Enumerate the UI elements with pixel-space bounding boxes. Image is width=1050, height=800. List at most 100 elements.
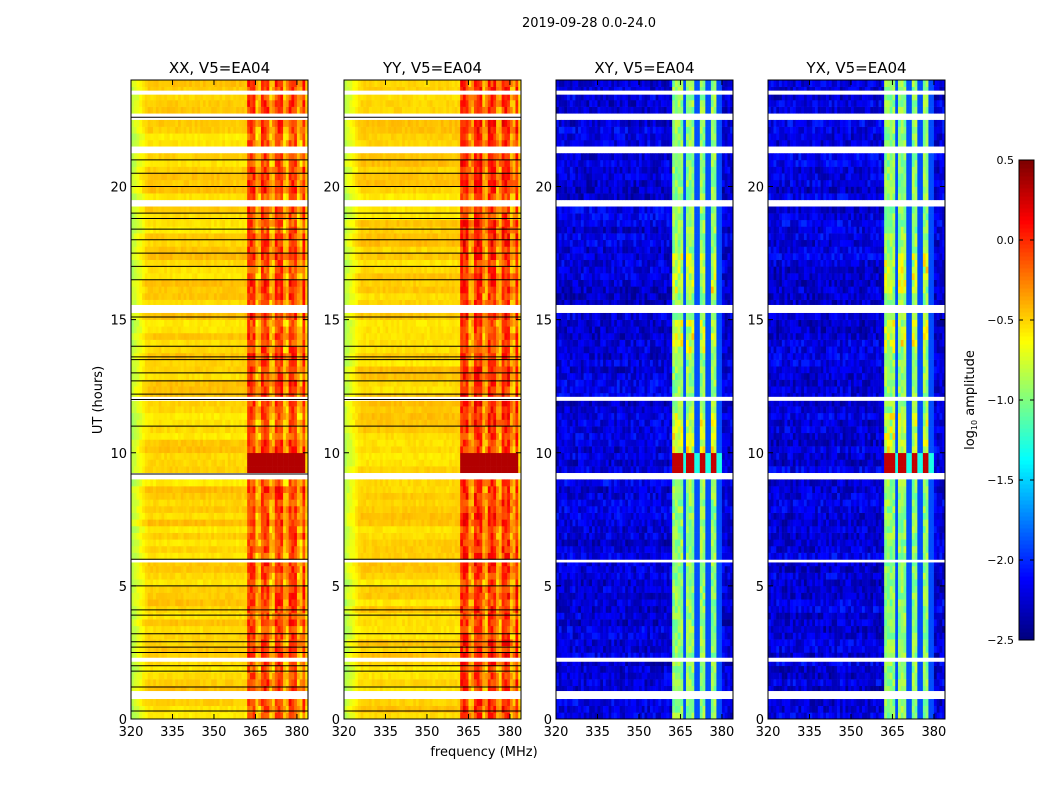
- heatmap-cell: [136, 426, 140, 434]
- heatmap-cell: [260, 366, 265, 374]
- heatmap-cell: [216, 532, 220, 540]
- heatmap-cell: [131, 366, 135, 374]
- heatmap-cell: [164, 552, 168, 560]
- heatmap-cell: [219, 525, 223, 533]
- heatmap-cell: [258, 366, 262, 374]
- heatmap-cell: [272, 179, 276, 187]
- heatmap-cell: [283, 519, 287, 527]
- heatmap-cell: [164, 419, 168, 427]
- heatmap-cell: [299, 332, 303, 340]
- heatmap-cell: [139, 592, 143, 600]
- heatmap-cell: [213, 672, 218, 680]
- heatmap-cell: [288, 559, 292, 567]
- heatmap-cell: [147, 392, 151, 400]
- heatmap-cell: [189, 699, 193, 706]
- heatmap-cell: [299, 685, 303, 693]
- heatmap-cell: [169, 419, 173, 427]
- heatmap-cell: [216, 186, 220, 194]
- heatmap-cell: [299, 193, 303, 201]
- heatmap-cell: [161, 179, 165, 187]
- heatmap-cell: [191, 539, 195, 547]
- heatmap-cell: [191, 545, 195, 553]
- heatmap-cell: [258, 619, 262, 627]
- heatmap-cell: [294, 512, 298, 520]
- heatmap-cell: [175, 632, 179, 640]
- heatmap-cell: [247, 639, 251, 647]
- heatmap-cell: [189, 705, 193, 713]
- heatmap-cell: [288, 406, 292, 414]
- heatmap-cell: [283, 372, 287, 380]
- heatmap-cell: [164, 452, 168, 460]
- heatmap-cell: [169, 525, 173, 533]
- heatmap-cell: [305, 293, 309, 300]
- heatmap-cell: [247, 625, 251, 633]
- heatmap-cell: [208, 486, 212, 493]
- heatmap-cell: [291, 259, 295, 267]
- heatmap-cell: [263, 259, 267, 267]
- heatmap-cell: [244, 572, 248, 580]
- heatmap-cell: [263, 312, 267, 320]
- heatmap-cell: [144, 672, 148, 680]
- heatmap-cell: [131, 659, 135, 667]
- heatmap-cell: [194, 352, 198, 360]
- heatmap-cell: [280, 585, 284, 593]
- heatmap-cell: [139, 525, 143, 533]
- heatmap-cell: [144, 179, 148, 187]
- heatmap-cell: [142, 239, 146, 247]
- heatmap-cell: [205, 226, 209, 234]
- heatmap-cell: [211, 539, 215, 547]
- heatmap-cell: [139, 672, 143, 680]
- heatmap-cell: [147, 605, 151, 613]
- heatmap-cell: [158, 672, 162, 680]
- heatmap-cell: [150, 426, 154, 434]
- heatmap-cell: [274, 499, 278, 507]
- heatmap-cell: [233, 559, 237, 567]
- heatmap-cell: [283, 286, 287, 294]
- heatmap-cell: [299, 432, 303, 440]
- heatmap-cell: [161, 565, 165, 573]
- heatmap-cell: [269, 419, 273, 427]
- heatmap-cell: [277, 579, 281, 587]
- heatmap-cell: [164, 699, 168, 706]
- heatmap-cell: [189, 559, 193, 567]
- heatmap-cell: [258, 213, 262, 221]
- heatmap-cell: [136, 585, 140, 593]
- heatmap-cell: [183, 446, 187, 454]
- heatmap-cell: [238, 712, 242, 720]
- heatmap-cell: [294, 479, 298, 487]
- heatmap-cell: [225, 186, 229, 194]
- heatmap-cell: [233, 479, 237, 487]
- heatmap-cell: [216, 619, 220, 627]
- heatmap-cell: [175, 293, 179, 300]
- heatmap-cell: [213, 206, 218, 214]
- heatmap-cell: [294, 339, 298, 347]
- heatmap-cell: [164, 539, 168, 547]
- heatmap-cell: [294, 432, 298, 440]
- heatmap-cell: [222, 379, 226, 387]
- heatmap-cell: [252, 699, 256, 706]
- heatmap-cell: [258, 279, 262, 287]
- heatmap-cell: [233, 572, 237, 580]
- heatmap-cell: [269, 366, 273, 374]
- heatmap-cell: [205, 179, 209, 187]
- heatmap-cell: [142, 372, 146, 380]
- heatmap-cell: [158, 665, 162, 673]
- heatmap-cell: [186, 705, 190, 713]
- heatmap-cell: [277, 545, 281, 553]
- heatmap-cell: [144, 539, 148, 547]
- heatmap-cell: [280, 685, 284, 693]
- heatmap-cell: [249, 459, 253, 467]
- heatmap-cell: [202, 639, 206, 647]
- heatmap-cell: [150, 512, 154, 520]
- heatmap-cell: [164, 366, 168, 374]
- heatmap-cell: [291, 539, 295, 547]
- heatmap-cell: [175, 173, 179, 181]
- heatmap-cell: [241, 332, 245, 340]
- heatmap-cell: [178, 193, 182, 201]
- heatmap-cell: [280, 652, 284, 660]
- heatmap-cell: [183, 239, 187, 247]
- heatmap-cell: [236, 672, 240, 680]
- heatmap-cell: [255, 639, 259, 647]
- heatmap-cell: [305, 679, 309, 687]
- heatmap-cell: [166, 346, 171, 354]
